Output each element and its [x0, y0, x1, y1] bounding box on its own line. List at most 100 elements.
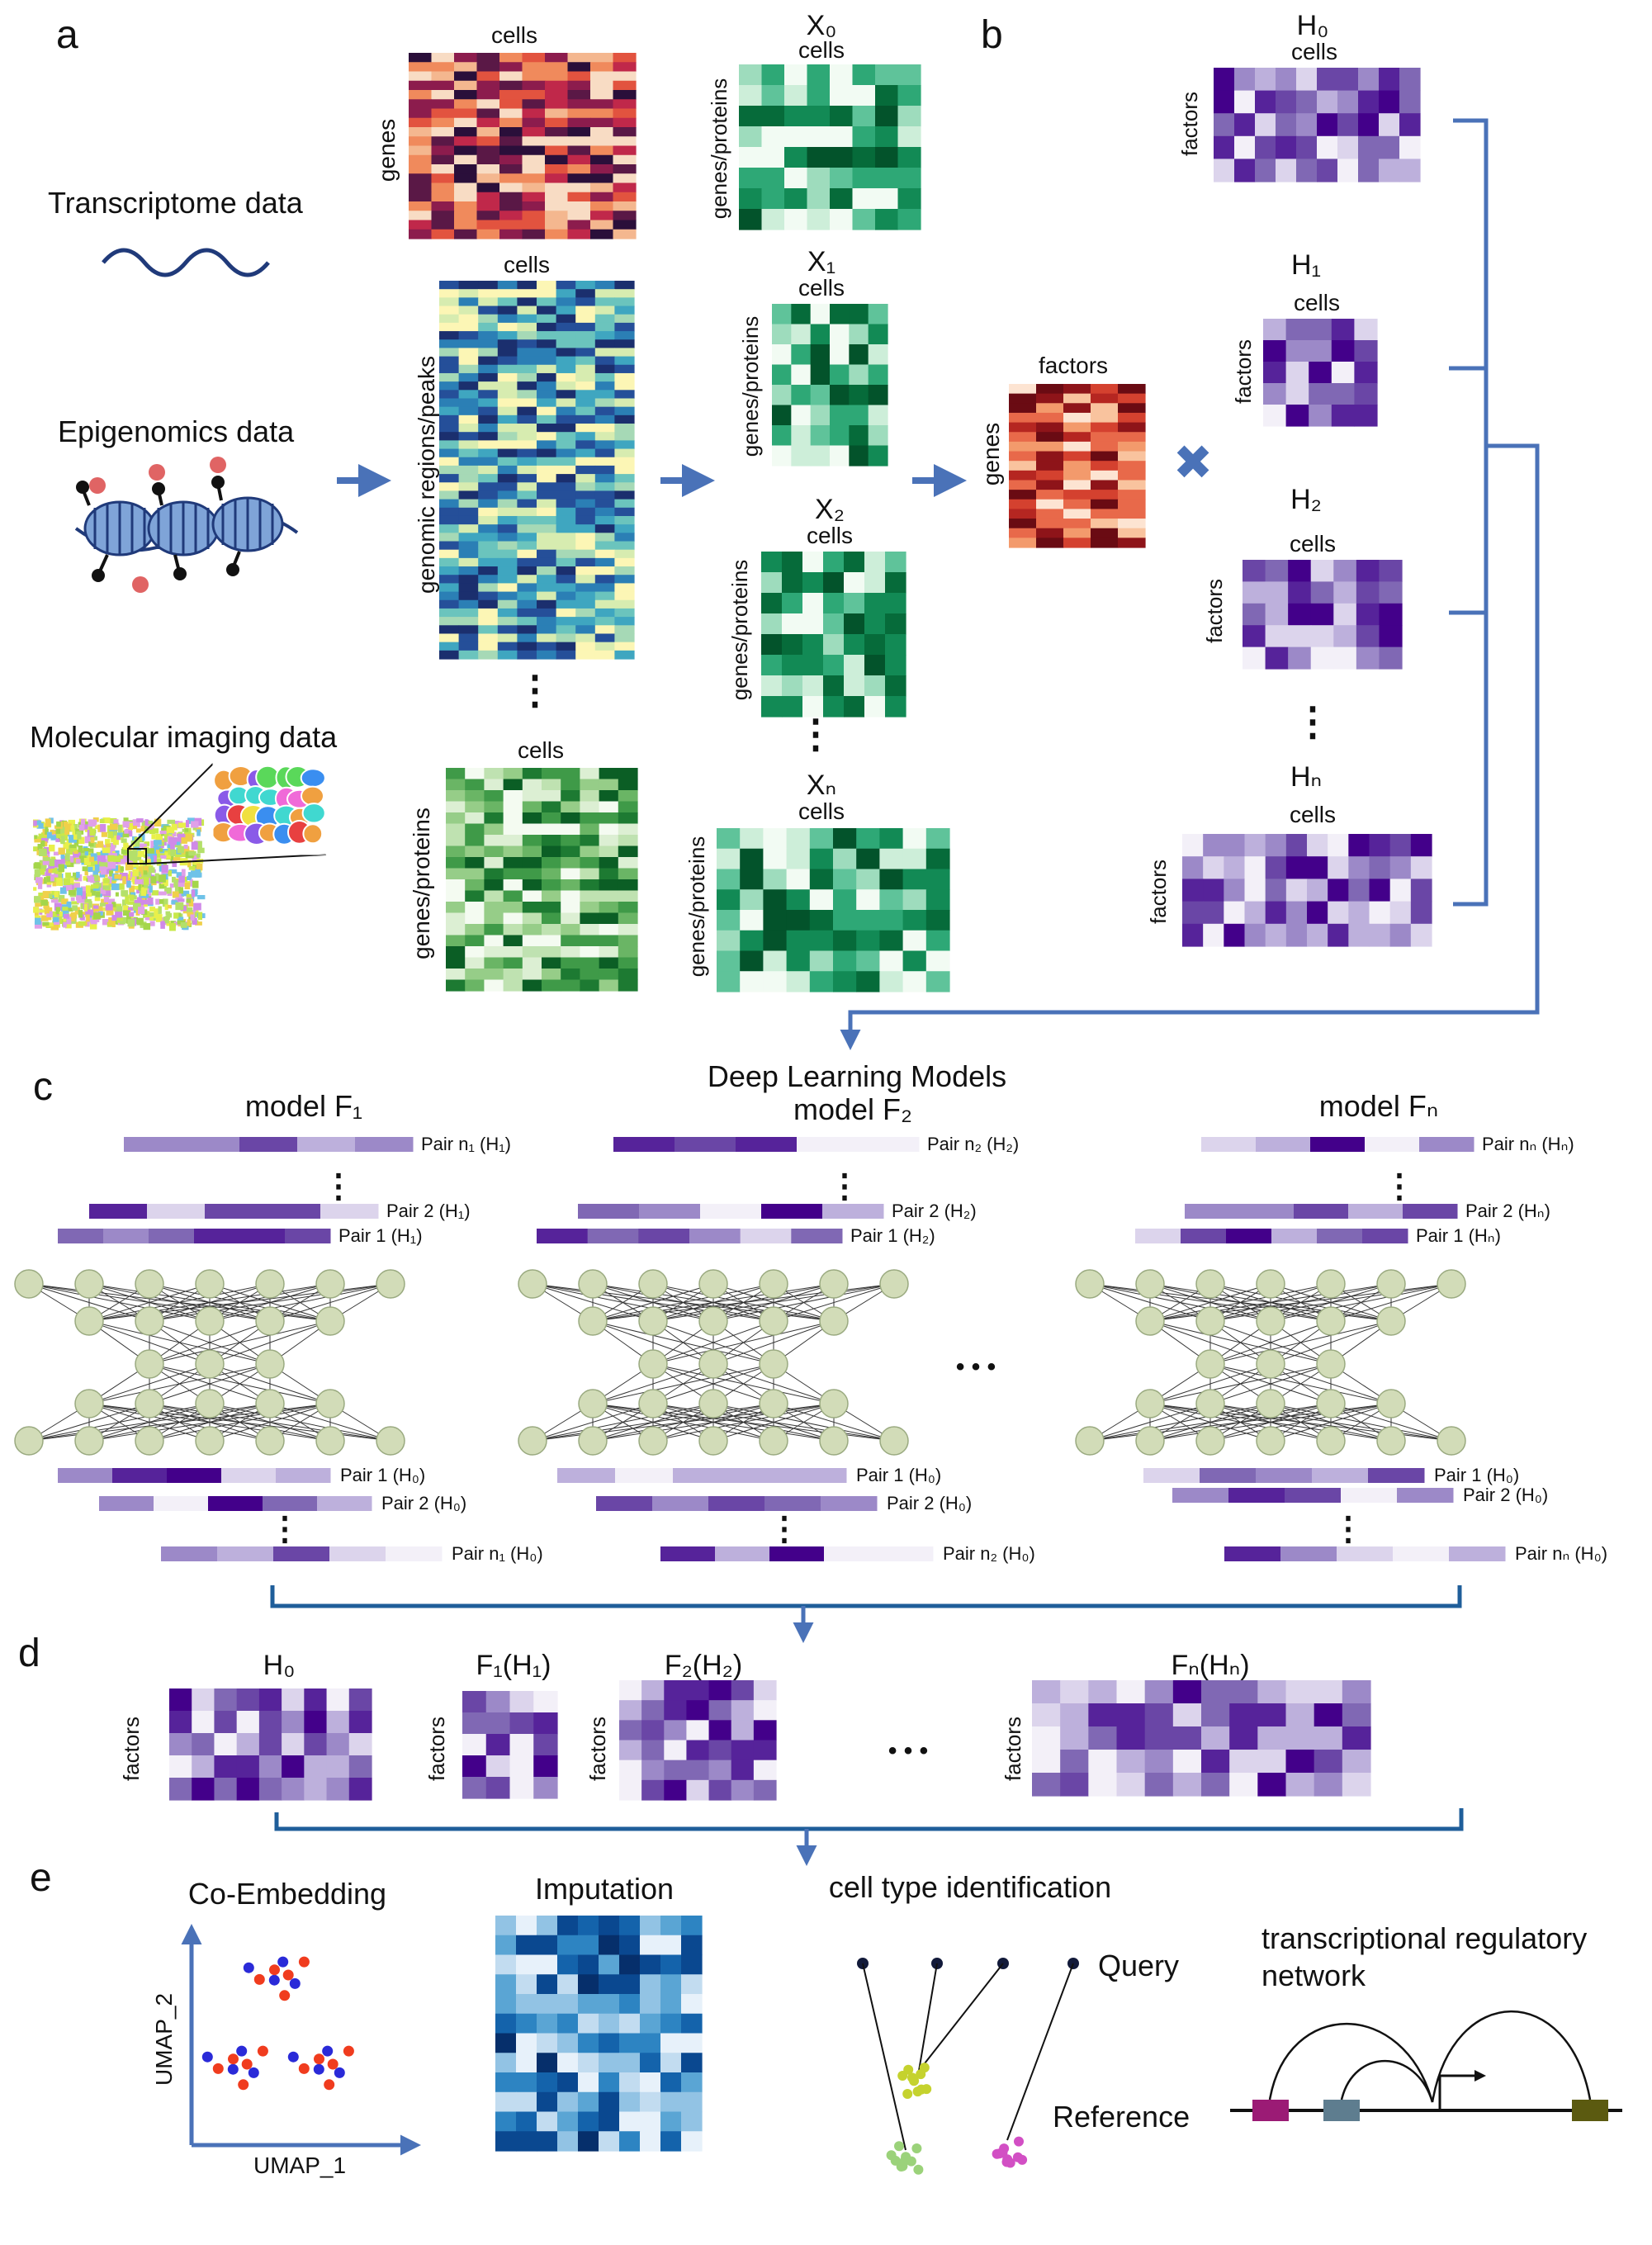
- umap-x-label: UMAP_1: [253, 2153, 346, 2178]
- heatmap-d-f2h2: [619, 1680, 777, 1801]
- svg-text:⋮: ⋮: [322, 1168, 355, 1205]
- svg-text:⋮: ⋮: [768, 1511, 801, 1547]
- heatmap-x1: [772, 304, 888, 467]
- umap-y-label: UMAP_2: [151, 1993, 177, 2086]
- panel-label-b: b: [981, 13, 1003, 57]
- pair-label-top: Pair 1 (Hₙ): [1416, 1225, 1501, 1246]
- heatmap-d-fnhn: [1032, 1680, 1371, 1797]
- heatmap-imputation: [495, 1916, 703, 2152]
- w-genes-label: genes: [978, 423, 1004, 485]
- pair-label-bottom: Pair 2 (H₀): [887, 1493, 972, 1513]
- x2-gp-label: genes/proteins: [727, 560, 752, 701]
- coembedding-title: Co-Embedding: [188, 1877, 386, 1911]
- x-ellipsis: ⋮: [796, 713, 835, 756]
- xn-cells-label: cells: [798, 798, 845, 824]
- transcriptome-wave-icon: [102, 248, 270, 277]
- d-ellipsis: • • •: [888, 1737, 928, 1764]
- heatmap-h0: [1214, 68, 1421, 182]
- model-fn-title: model Fₙ: [1319, 1089, 1438, 1123]
- h-ellipsis: ⋮: [1293, 700, 1332, 744]
- raw-genes-cells-label: cells: [491, 22, 537, 48]
- umap-points: [201, 1956, 354, 2091]
- pair-label-top: Pair 1 (H₁): [338, 1225, 423, 1246]
- pair-label-top: Pair 1 (H₂): [850, 1225, 935, 1246]
- bracket-h-to-models: [840, 118, 1540, 1050]
- svg-text:⋮: ⋮: [1332, 1511, 1365, 1547]
- model-f1: Pair n₁ (H₁) Pair 2 (H₁) Pair 1 (H₁) ⋮ Pair …: [14, 1134, 543, 1564]
- svg-text:⋮: ⋮: [1383, 1168, 1416, 1205]
- panel-label-c: c: [33, 1065, 53, 1109]
- h0-factors-label: factors: [1177, 92, 1202, 156]
- celltype-title: cell type identification: [829, 1870, 1111, 1904]
- imaging-label: Molecular imaging data: [30, 720, 338, 754]
- raw-imaging-gp-label: genes/proteins: [409, 808, 434, 959]
- bracket-d-to-e: [274, 1808, 1464, 1866]
- d-fn-factors: factors: [1001, 1717, 1025, 1781]
- x2-title: X₂: [815, 494, 845, 525]
- x0-gp-label: genes/proteins: [707, 78, 731, 220]
- raw-imaging-cells-label: cells: [518, 737, 564, 763]
- svg-text:⋮: ⋮: [268, 1511, 301, 1547]
- heatmap-hn: [1182, 834, 1432, 947]
- multiply-icon: ✖: [1173, 436, 1214, 490]
- xn-gp-label: genes/proteins: [684, 836, 709, 978]
- pair-label-bottom: Pair 2 (H₀): [381, 1493, 466, 1513]
- celltype-tree: [857, 1958, 1079, 2175]
- pair-label-top: Pair n₂ (H₂): [927, 1134, 1019, 1154]
- h2-cells-label: cells: [1290, 531, 1336, 557]
- epigenomics-label: Epigenomics data: [58, 414, 295, 448]
- heatmap-epigenomics: [439, 281, 635, 660]
- pair-label-top: Pair n₁ (H₁): [421, 1134, 511, 1154]
- pair-label-top: Pair 2 (H₂): [892, 1201, 977, 1221]
- heatmap-w: [1009, 384, 1146, 548]
- heatmap-x0: [739, 64, 921, 230]
- model-f2: Pair n₂ (H₂) Pair 2 (H₂) Pair 1 (H₂) ⋮ Pair …: [518, 1134, 1035, 1564]
- heatmap-h2: [1243, 560, 1403, 670]
- trn-region-1: [1252, 2100, 1289, 2121]
- hn-title: Hₙ: [1290, 761, 1322, 793]
- d-h0-factors: factors: [119, 1717, 144, 1781]
- transcriptome-label: Transcriptome data: [48, 186, 304, 220]
- h0-cells-label: cells: [1291, 39, 1337, 64]
- d-f2-factors: factors: [585, 1717, 610, 1781]
- heatmap-h1: [1263, 319, 1378, 427]
- pair-label-bottom: Pair 1 (H₀): [1434, 1465, 1519, 1485]
- x0-title: X₀: [807, 10, 837, 41]
- pair-label-bottom: Pair nₙ (H₀): [1515, 1543, 1607, 1564]
- raw-peaks-label: genomic regions/peaks: [414, 356, 439, 594]
- model-f2-title: model F₂: [793, 1092, 912, 1126]
- pair-label-top: Pair 2 (Hₙ): [1465, 1201, 1550, 1221]
- h2-title: H₂: [1290, 484, 1322, 515]
- imputation-title: Imputation: [535, 1872, 674, 1906]
- trn-region-3: [1572, 2100, 1608, 2121]
- h1-factors-label: factors: [1231, 339, 1256, 404]
- imaging-tissue-image: [33, 763, 327, 931]
- imaging-zoom-image: [211, 763, 327, 855]
- heatmap-d-f1h1: [462, 1691, 558, 1799]
- h2-factors-label: factors: [1202, 579, 1227, 643]
- x0-cells-label: cells: [798, 37, 845, 63]
- pair-label-bottom: Pair 1 (H₀): [856, 1465, 941, 1485]
- h0-title: H₀: [1297, 10, 1329, 41]
- pair-label-bottom: Pair 1 (H₀): [340, 1465, 425, 1485]
- panel-label-a: a: [56, 13, 78, 57]
- reference-label: Reference: [1053, 2100, 1190, 2134]
- h1-cells-label: cells: [1294, 290, 1340, 315]
- h1-title: H₁: [1291, 249, 1321, 281]
- xn-title: Xₙ: [807, 770, 836, 801]
- model-fn: Pair nₙ (Hₙ)Pair 2 (Hₙ)Pair 1 (Hₙ)⋮Pair …: [1075, 1134, 1607, 1564]
- d-h0-title: H₀: [263, 1650, 296, 1681]
- d-f2h2-title: F₂(H₂): [665, 1650, 742, 1681]
- hn-cells-label: cells: [1290, 802, 1336, 827]
- panel-label-d: d: [18, 1632, 40, 1675]
- hn-factors-label: factors: [1146, 860, 1171, 924]
- x1-gp-label: genes/proteins: [738, 316, 763, 457]
- x1-cells-label: cells: [798, 275, 845, 301]
- panel-label-e: e: [30, 1856, 52, 1900]
- pair-label-bottom: Pair n₂ (H₀): [943, 1543, 1035, 1564]
- d-fnhn-title: Fₙ(Hₙ): [1171, 1650, 1249, 1681]
- model-f1-title: model F₁: [245, 1089, 362, 1123]
- heatmap-xn: [717, 828, 950, 992]
- trn-diagram: [1230, 2011, 1622, 2121]
